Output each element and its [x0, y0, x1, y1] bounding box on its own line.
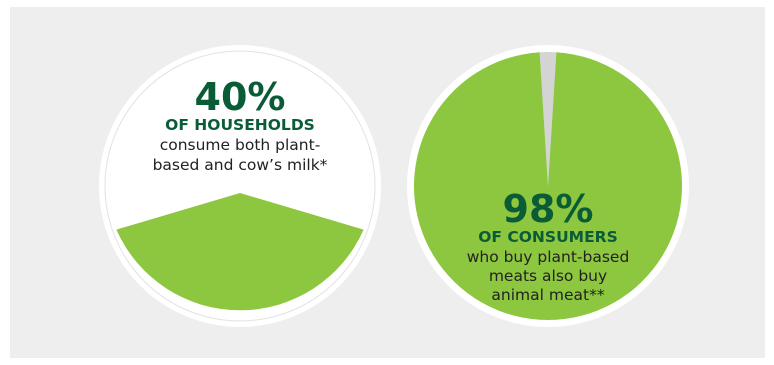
households-description-line-1: consume both plant-: [160, 136, 321, 154]
households-caption: OF HOUSEHOLDS: [165, 116, 315, 134]
consumers-description-line-3: animal meat**: [491, 286, 604, 304]
consumers-annotation: 98% OF CONSUMERS who buy plant-based mea…: [467, 187, 630, 304]
households-pie-filled-slice: [116, 193, 364, 311]
households-annotation: 40% OF HOUSEHOLDS consume both plant- ba…: [153, 75, 328, 174]
consumers-percent: 98%: [503, 187, 594, 231]
households-description-line-2: based and cow’s milk*: [153, 156, 328, 174]
consumers-description-line-1: who buy plant-based: [467, 248, 630, 266]
households-pie: [99, 45, 381, 327]
consumers-caption: OF CONSUMERS: [478, 228, 618, 246]
households-percent: 40%: [195, 75, 286, 119]
consumers-pie: [407, 45, 689, 327]
consumers-pie-remainder-slice: [539, 52, 557, 186]
consumers-description-line-2: meats also buy: [489, 267, 607, 285]
consumers-pie-filled-slice: [413, 52, 682, 321]
